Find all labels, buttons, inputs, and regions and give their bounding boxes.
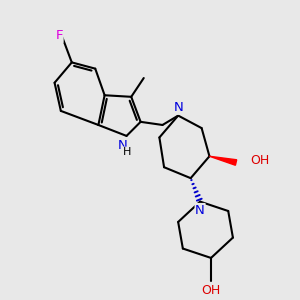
Text: N: N [173, 101, 183, 114]
Text: H: H [123, 147, 132, 157]
Text: N: N [195, 204, 205, 217]
Text: OH: OH [201, 284, 220, 297]
Polygon shape [209, 156, 237, 165]
Text: F: F [56, 29, 63, 42]
Text: N: N [118, 139, 128, 152]
Text: OH: OH [250, 154, 269, 167]
